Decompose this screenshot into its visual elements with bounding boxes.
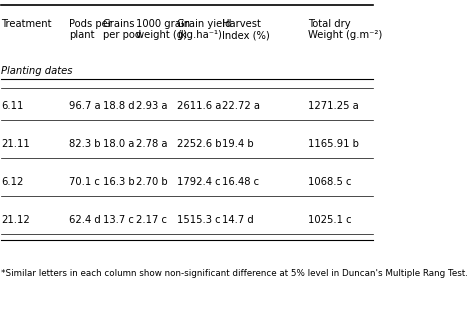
Text: 96.7 a: 96.7 a <box>69 101 101 111</box>
Text: 70.1 c: 70.1 c <box>69 177 100 187</box>
Text: 1000 grain
weight (g): 1000 grain weight (g) <box>137 19 191 41</box>
Text: 6.12: 6.12 <box>1 177 24 187</box>
Text: 2252.6 b: 2252.6 b <box>177 139 222 149</box>
Text: 16.3 b: 16.3 b <box>103 177 135 187</box>
Text: 1165.91 b: 1165.91 b <box>308 139 358 149</box>
Text: 21.11: 21.11 <box>1 139 30 149</box>
Text: 1068.5 c: 1068.5 c <box>308 177 351 187</box>
Text: 18.0 a: 18.0 a <box>103 139 134 149</box>
Text: 1271.25 a: 1271.25 a <box>308 101 358 111</box>
Text: 2.70 b: 2.70 b <box>137 177 168 187</box>
Text: 16.48 c: 16.48 c <box>222 177 259 187</box>
Text: 2.78 a: 2.78 a <box>137 139 168 149</box>
Text: 1025.1 c: 1025.1 c <box>308 215 351 225</box>
Text: 82.3 b: 82.3 b <box>69 139 101 149</box>
Text: 22.72 a: 22.72 a <box>222 101 260 111</box>
Text: Pods per
plant: Pods per plant <box>69 19 112 41</box>
Text: 2.17 c: 2.17 c <box>137 215 167 225</box>
Text: 1792.4 c: 1792.4 c <box>177 177 221 187</box>
Text: 1515.3 c: 1515.3 c <box>177 215 221 225</box>
Text: *Similar letters in each column show non-significant difference at 5% level in D: *Similar letters in each column show non… <box>1 269 468 278</box>
Text: 6.11: 6.11 <box>1 101 24 111</box>
Text: 13.7 c: 13.7 c <box>103 215 134 225</box>
Text: 21.12: 21.12 <box>1 215 30 225</box>
Text: Total dry
Weight (g.m⁻²): Total dry Weight (g.m⁻²) <box>308 19 382 41</box>
Text: Grains
per pod: Grains per pod <box>103 19 141 41</box>
Text: 14.7 d: 14.7 d <box>222 215 254 225</box>
Text: 2.93 a: 2.93 a <box>137 101 168 111</box>
Text: Treatment: Treatment <box>1 19 52 29</box>
Text: 18.8 d: 18.8 d <box>103 101 135 111</box>
Text: 62.4 d: 62.4 d <box>69 215 101 225</box>
Text: Grain yield
(kg.ha⁻¹): Grain yield (kg.ha⁻¹) <box>177 19 232 41</box>
Text: 2611.6 a: 2611.6 a <box>177 101 221 111</box>
Text: Planting dates: Planting dates <box>1 66 73 76</box>
Text: Harvest
Index (%): Harvest Index (%) <box>222 19 270 41</box>
Text: 19.4 b: 19.4 b <box>222 139 254 149</box>
